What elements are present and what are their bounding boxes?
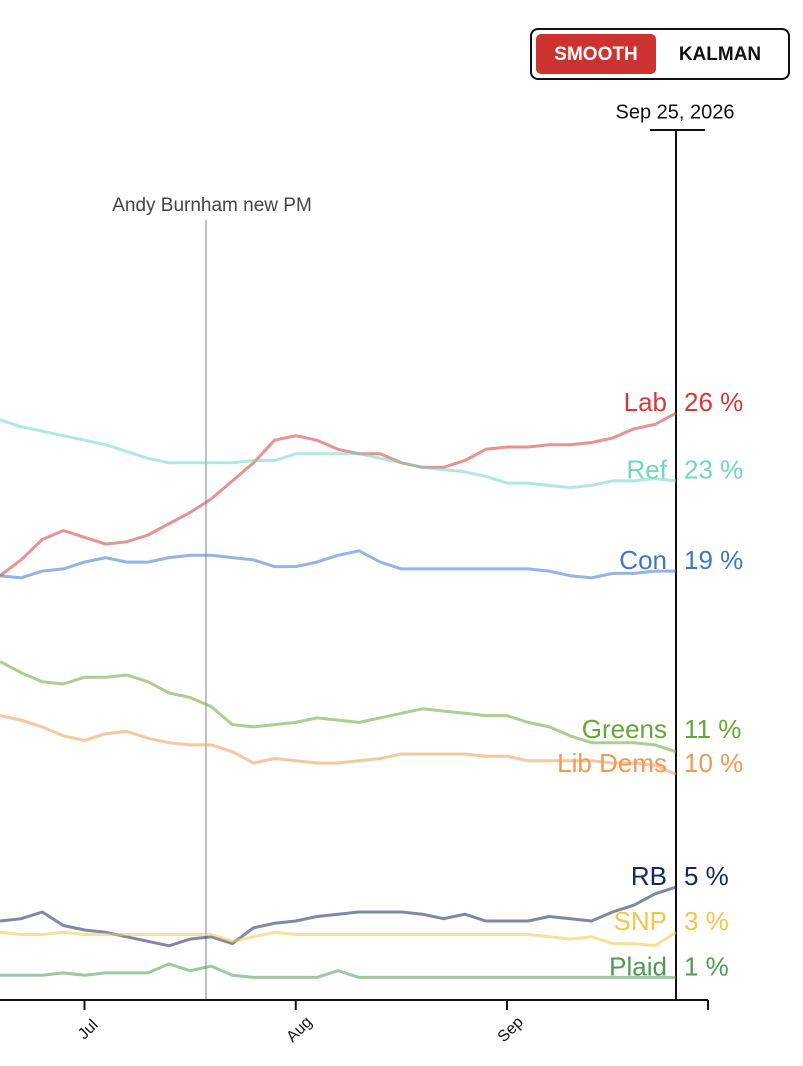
toggle-selected[interactable] — [536, 34, 656, 74]
toggle-option[interactable]: SMOOTH — [554, 44, 637, 65]
end-value-label: 1 % — [684, 951, 729, 981]
legend-label: RB — [631, 861, 667, 891]
legend-label: Con — [619, 545, 667, 575]
end-value-label: 5 % — [684, 861, 729, 891]
series-line — [0, 885, 677, 948]
end-value-label: 23 % — [684, 455, 743, 485]
series-line — [0, 411, 677, 577]
legend-label: SNP — [614, 906, 667, 936]
series-line — [0, 930, 677, 948]
series-line — [0, 549, 676, 580]
annotation-label: Andy Burnham new PM — [112, 195, 312, 216]
x-tick-label: Aug — [283, 1014, 315, 1046]
end-value-label: 3 % — [684, 906, 729, 936]
end-value-label: 19 % — [684, 545, 743, 575]
x-tick-label: Jul — [75, 1017, 101, 1043]
toggle-option[interactable]: KALMAN — [679, 44, 761, 65]
x-tick-label: Sep — [495, 1014, 527, 1046]
series-line — [0, 714, 677, 776]
end-value-label: 26 % — [684, 387, 743, 417]
end-value-label: 10 % — [684, 748, 743, 778]
legend-label: Lib Dems — [557, 748, 667, 778]
cursor-label: Sep 25, 2026 — [616, 101, 735, 123]
legend-label: Plaid — [609, 951, 667, 981]
series-line — [0, 418, 677, 490]
legend-label: Ref — [627, 455, 668, 485]
series-line — [0, 962, 676, 979]
series-line — [0, 660, 677, 754]
legend-label: Greens — [582, 714, 667, 744]
end-value-label: 11 % — [684, 714, 741, 744]
legend-label: Lab — [624, 387, 667, 417]
